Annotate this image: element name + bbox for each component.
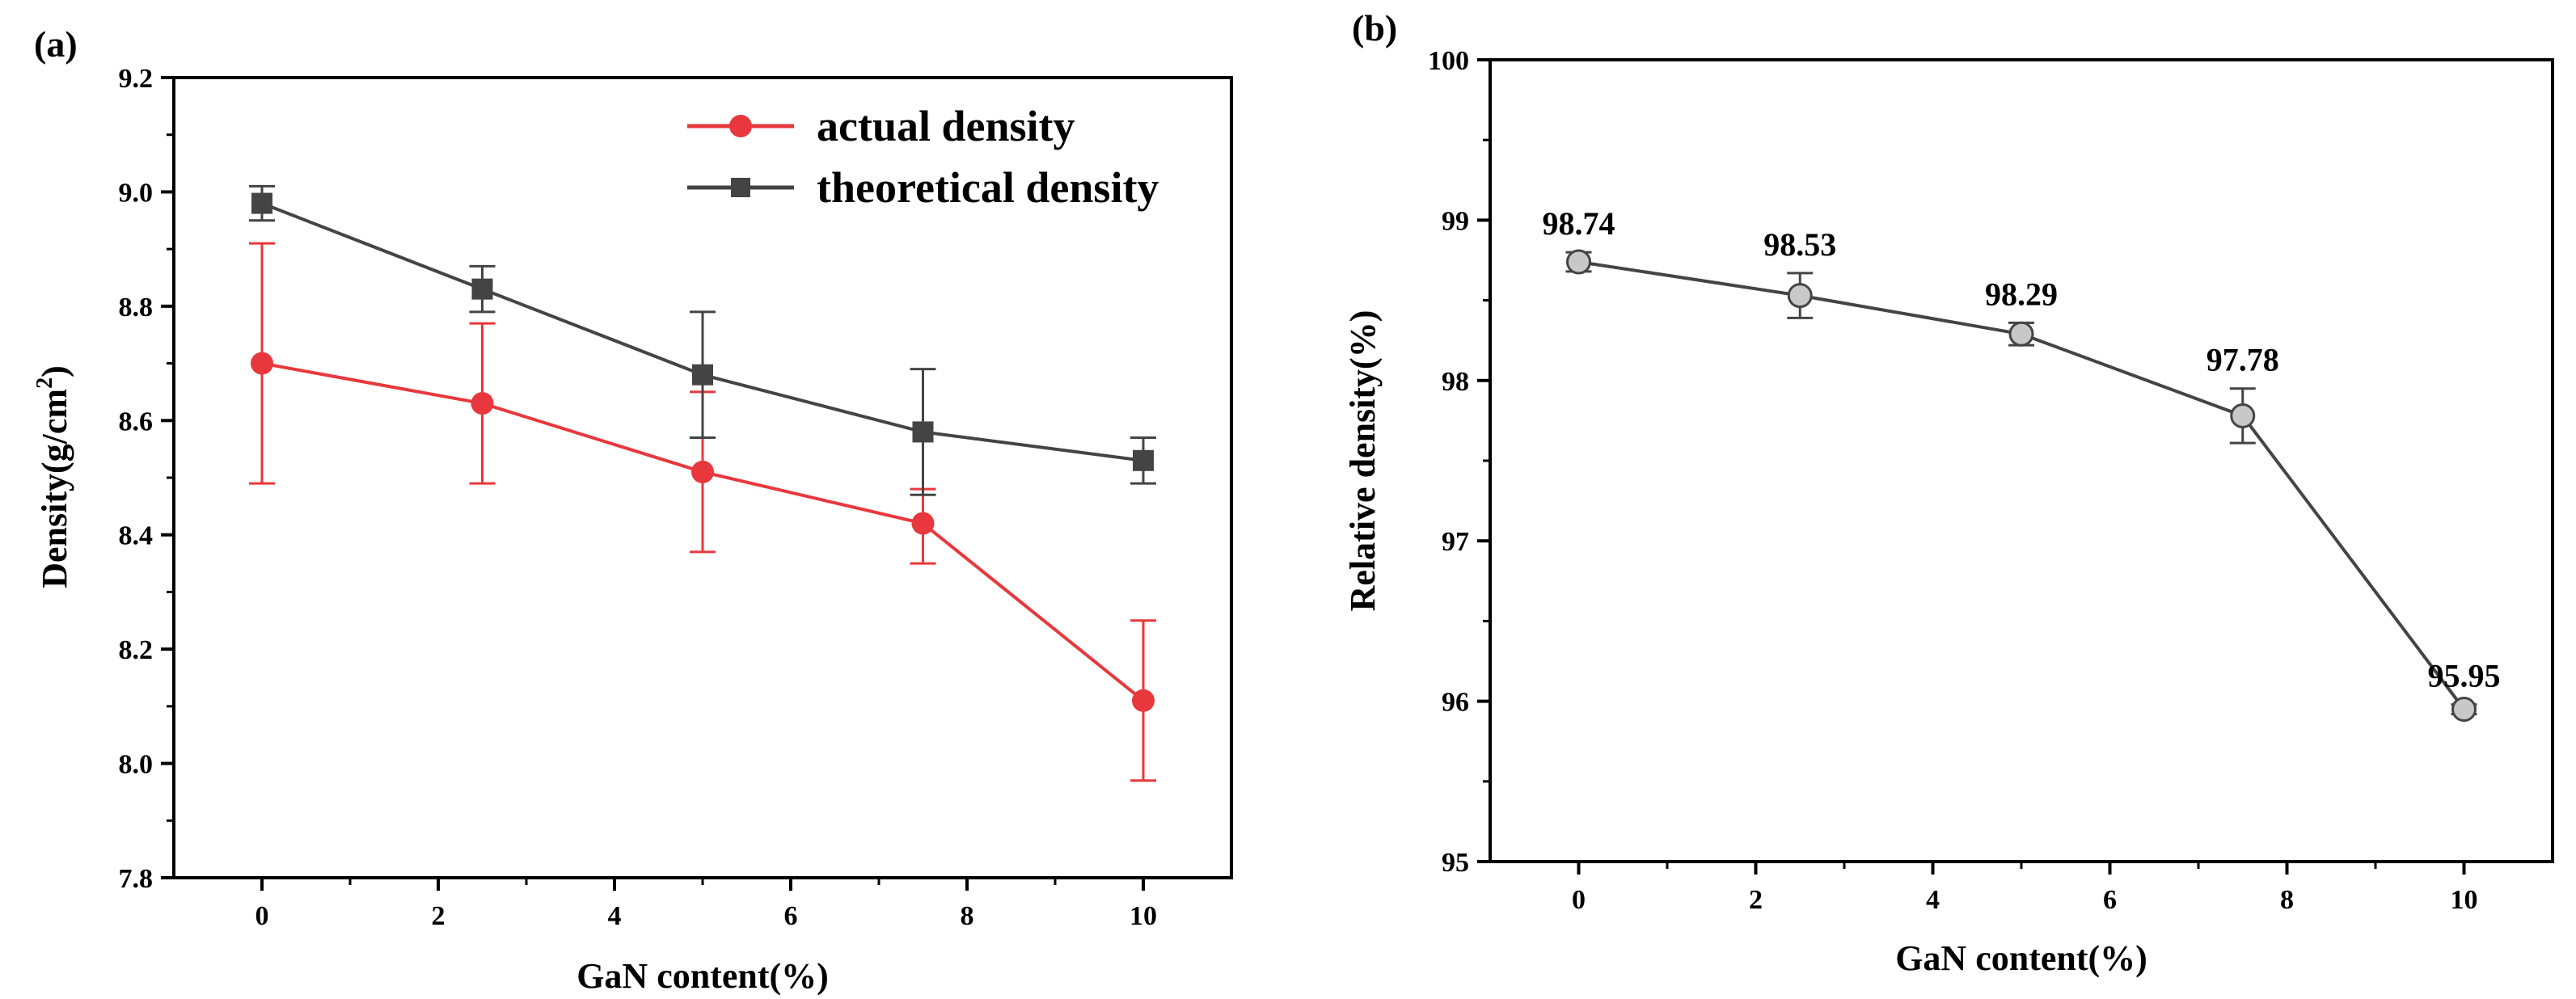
x-tick-label-a-5: 10 <box>1130 901 1157 931</box>
axis-ticks-a: 0 2 4 6 8 10 7.8 8.0 8.2 8.4 8.6 8.8 9.0 9.2 <box>119 64 1158 931</box>
y-tick-label-a-4: 8.6 <box>119 407 154 436</box>
y-axis-label-a: Density(g/cm2) <box>32 365 74 588</box>
x-tick-label-a-4: 8 <box>961 901 974 931</box>
y-tick-label-a-0: 7.8 <box>119 864 154 894</box>
x-tick-label-a-2: 4 <box>608 901 622 931</box>
data-point-a-1-1 <box>471 278 493 300</box>
data-point-a-0-4 <box>1132 689 1155 712</box>
legend-marker-theoretical <box>731 178 750 197</box>
legend-label-theoretical: theoretical density <box>817 163 1159 212</box>
series-a-0 <box>249 242 1156 782</box>
y-tick-label-b-0: 95 <box>1442 848 1469 878</box>
data-label-b-1: 98.53 <box>1763 226 1836 263</box>
plot-frame-b <box>1489 58 2554 863</box>
axis-ticks-b: 0 2 4 6 8 10 95 96 97 98 99 100 <box>1428 46 2478 915</box>
x-tick-label-a-3: 6 <box>784 901 798 931</box>
x-tick-label-b-1: 2 <box>1749 885 1763 915</box>
y-tick-label-a-6: 9.0 <box>119 178 154 208</box>
legend-a: actual density theoretical density <box>687 102 1159 212</box>
data-point-b-0-3 <box>2230 403 2256 428</box>
data-point-a-1-4 <box>1133 449 1154 471</box>
y-tick-label-b-4: 99 <box>1442 206 1469 236</box>
x-tick-label-b-5: 10 <box>2451 885 2478 915</box>
data-point-b-0-1 <box>1787 283 1813 309</box>
data-label-b-0: 98.74 <box>1543 205 1615 242</box>
x-tick-label-a-1: 2 <box>432 901 446 931</box>
x-tick-label-b-2: 4 <box>1926 885 1940 915</box>
y-axis-label-b: Relative density(%) <box>1343 310 1383 612</box>
chart-panel-a: (a) 0 2 4 6 8 10 7.8 8.0 8.2 8.4 8.6 8.8 9.0 9.2 GaN … <box>32 23 1233 996</box>
series-b-0: 98.74 98.53 98.29 97.78 95.95 <box>1543 205 2501 723</box>
y-tick-label-a-2: 8.2 <box>119 635 154 665</box>
data-point-a-1-2 <box>692 364 713 386</box>
x-tick-label-a-0: 0 <box>255 901 269 931</box>
y-tick-label-b-2: 97 <box>1442 527 1469 557</box>
y-axis-label-a-suffix: ) <box>35 365 74 377</box>
data-point-a-0-1 <box>471 392 494 415</box>
series-group-a <box>249 184 1156 782</box>
data-label-b-3: 97.78 <box>2206 342 2279 378</box>
data-point-b-0-4 <box>2451 697 2477 723</box>
x-tick-label-b-0: 0 <box>1572 885 1586 915</box>
y-axis-label-a-superscript: 2 <box>32 377 57 389</box>
data-label-b-4: 95.95 <box>2428 658 2501 694</box>
data-label-b-2: 98.29 <box>1985 276 2058 312</box>
data-point-a-0-2 <box>691 460 714 483</box>
x-tick-label-b-4: 8 <box>2280 885 2294 915</box>
legend-marker-actual <box>729 115 752 137</box>
data-point-a-0-0 <box>251 352 273 375</box>
y-tick-label-a-7: 9.2 <box>119 64 154 94</box>
y-tick-label-b-3: 98 <box>1442 367 1469 397</box>
chart-panel-b: (b) 0 2 4 6 8 10 95 96 97 98 99 100 98.74 98.53 98.29… <box>1343 7 2554 978</box>
data-point-a-1-3 <box>912 421 934 443</box>
y-tick-label-b-5: 100 <box>1428 46 1469 76</box>
y-tick-label-b-1: 96 <box>1442 688 1469 718</box>
x-tick-label-b-3: 6 <box>2103 885 2117 915</box>
y-tick-label-a-5: 8.8 <box>119 293 154 322</box>
data-point-a-1-0 <box>251 192 272 214</box>
y-tick-label-a-3: 8.4 <box>119 521 154 551</box>
x-axis-label-a: GaN content(%) <box>576 956 829 996</box>
y-tick-label-a-1: 8.0 <box>119 750 154 780</box>
legend-label-actual: actual density <box>817 102 1075 150</box>
panel-b-label: (b) <box>1352 7 1397 48</box>
x-axis-label-b: GaN content(%) <box>1895 938 2147 978</box>
data-point-b-0-2 <box>2008 321 2034 347</box>
series-a-1 <box>249 184 1156 496</box>
data-point-a-0-3 <box>911 512 935 535</box>
series-group-b: 98.74 98.53 98.29 97.78 95.95 <box>1543 205 2501 723</box>
data-point-b-0-0 <box>1566 249 1591 275</box>
panel-a-label: (a) <box>34 23 78 65</box>
